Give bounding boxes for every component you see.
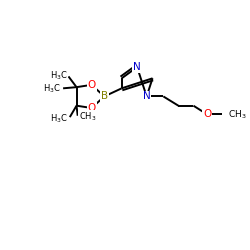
Text: N: N — [143, 92, 150, 102]
Text: O: O — [88, 103, 96, 113]
Text: H$_3$C: H$_3$C — [50, 69, 67, 82]
Text: N: N — [133, 62, 141, 72]
Text: H$_3$C: H$_3$C — [50, 112, 68, 124]
Text: CH$_3$: CH$_3$ — [228, 108, 247, 121]
Text: H$_3$C: H$_3$C — [43, 82, 61, 94]
Text: O: O — [88, 80, 96, 90]
Text: B: B — [101, 92, 108, 102]
Text: CH$_3$: CH$_3$ — [79, 111, 96, 123]
Text: O: O — [203, 110, 212, 120]
